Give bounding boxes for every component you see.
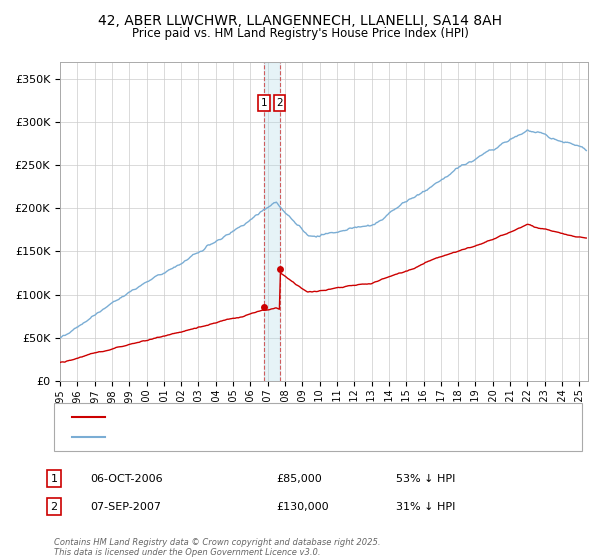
Text: 31% ↓ HPI: 31% ↓ HPI	[396, 502, 455, 512]
Text: 07-SEP-2007: 07-SEP-2007	[90, 502, 161, 512]
Text: 1: 1	[260, 98, 267, 108]
Text: 42, ABER LLWCHWR, LLANGENNECH, LLANELLI, SA14 8AH: 42, ABER LLWCHWR, LLANGENNECH, LLANELLI,…	[98, 14, 502, 28]
Text: 06-OCT-2006: 06-OCT-2006	[90, 474, 163, 484]
Text: 42, ABER LLWCHWR, LLANGENNECH, LLANELLI, SA14 8AH (detached house): 42, ABER LLWCHWR, LLANGENNECH, LLANELLI,…	[111, 412, 508, 422]
Text: Price paid vs. HM Land Registry's House Price Index (HPI): Price paid vs. HM Land Registry's House …	[131, 27, 469, 40]
Text: 1: 1	[50, 474, 58, 484]
Bar	[264, 62, 280, 381]
Text: £85,000: £85,000	[276, 474, 322, 484]
Text: 2: 2	[276, 98, 283, 108]
Text: HPI: Average price, detached house, Carmarthenshire: HPI: Average price, detached house, Carm…	[111, 432, 392, 442]
Text: £130,000: £130,000	[276, 502, 329, 512]
Text: Contains HM Land Registry data © Crown copyright and database right 2025.
This d: Contains HM Land Registry data © Crown c…	[54, 538, 380, 557]
Text: 53% ↓ HPI: 53% ↓ HPI	[396, 474, 455, 484]
Text: 2: 2	[50, 502, 58, 512]
